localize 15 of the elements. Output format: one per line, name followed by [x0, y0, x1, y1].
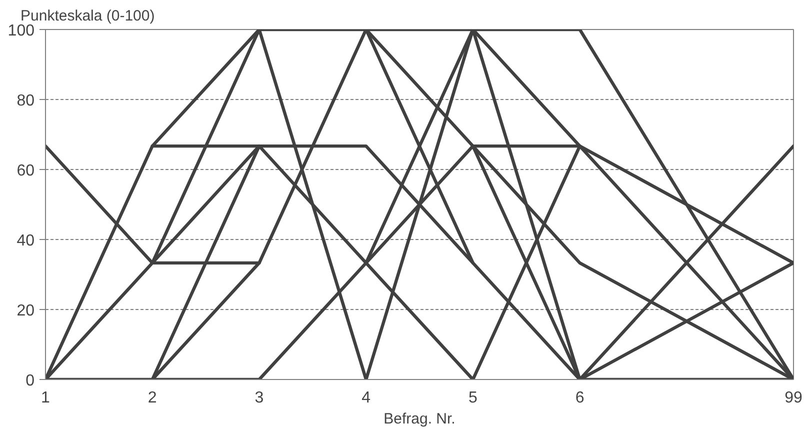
x-tick-label: 99 [784, 390, 802, 406]
x-tick-label: 5 [468, 390, 478, 406]
x-tick-label: 1 [41, 390, 50, 406]
x-tick-label: 6 [575, 390, 584, 406]
x-tick-label: 4 [362, 390, 371, 406]
x-tick-label: 3 [254, 390, 264, 406]
x-axis-title: Befrag. Nr. [384, 410, 456, 428]
y-tick-label: 60 [16, 162, 35, 180]
y-tick-label: 100 [8, 22, 35, 40]
y-tick-label: 80 [16, 92, 35, 110]
y-tick-label: 20 [16, 302, 35, 320]
y-tick-label: 40 [16, 232, 35, 250]
y-tick-label: 0 [26, 372, 35, 390]
y-axis-title: Punkteskala (0-100) [20, 8, 155, 24]
x-tick-label: 2 [148, 390, 157, 406]
